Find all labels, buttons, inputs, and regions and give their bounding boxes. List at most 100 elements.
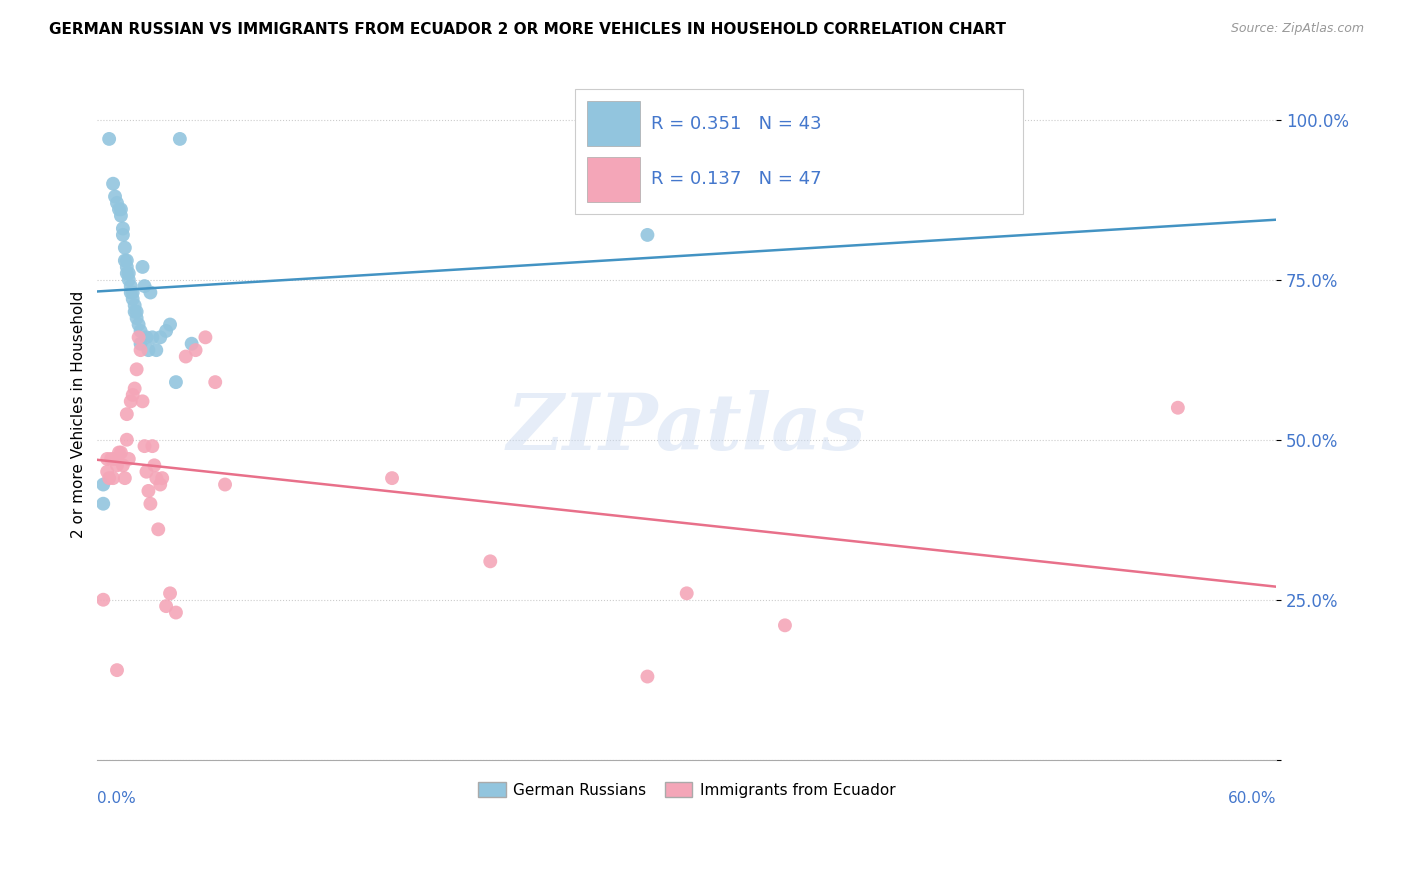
Point <box>675 586 697 600</box>
Bar <box>586 157 640 202</box>
Point <box>111 458 134 473</box>
Point <box>104 451 127 466</box>
Point <box>125 362 148 376</box>
Text: Source: ZipAtlas.com: Source: ZipAtlas.com <box>1230 22 1364 36</box>
Text: GERMAN RUSSIAN VS IMMIGRANTS FROM ECUADOR 2 OR MORE VEHICLES IN HOUSEHOLD CORREL: GERMAN RUSSIAN VS IMMIGRANTS FROM ECUADO… <box>49 22 1007 37</box>
Point <box>101 471 124 485</box>
Point <box>479 554 502 568</box>
Point <box>135 465 157 479</box>
Point <box>773 618 796 632</box>
Legend: German Russians, Immigrants from Ecuador: German Russians, Immigrants from Ecuador <box>472 776 901 804</box>
Point <box>115 253 138 268</box>
Point <box>145 343 167 358</box>
Point <box>129 324 152 338</box>
Point <box>135 330 157 344</box>
Point <box>174 350 197 364</box>
Point <box>111 221 134 235</box>
Point <box>165 375 187 389</box>
Point <box>110 445 132 459</box>
Point <box>114 241 136 255</box>
Point <box>141 439 163 453</box>
Point <box>145 471 167 485</box>
Point <box>104 189 127 203</box>
Point <box>91 477 114 491</box>
Point <box>169 132 191 146</box>
Point <box>105 195 128 210</box>
Text: ZIPatlas: ZIPatlas <box>508 390 866 467</box>
Point <box>91 592 114 607</box>
Point <box>159 586 181 600</box>
Point <box>636 669 658 683</box>
Point <box>115 407 138 421</box>
Point <box>124 304 146 318</box>
Point <box>134 439 156 453</box>
Point <box>131 260 153 274</box>
Point <box>120 279 142 293</box>
Text: 60.0%: 60.0% <box>1227 791 1277 805</box>
Point <box>129 336 152 351</box>
Point <box>1167 401 1189 415</box>
Point <box>110 209 132 223</box>
Bar <box>575 89 1022 214</box>
Point <box>129 343 152 358</box>
Point <box>184 343 207 358</box>
Point <box>131 394 153 409</box>
Point <box>134 279 156 293</box>
Point <box>98 132 121 146</box>
Text: R = 0.351   N = 43: R = 0.351 N = 43 <box>651 115 823 133</box>
Point <box>143 458 166 473</box>
Point <box>96 451 118 466</box>
Point <box>149 330 172 344</box>
Point <box>138 343 160 358</box>
Point <box>139 285 162 300</box>
Point <box>114 471 136 485</box>
Point <box>194 330 217 344</box>
Point <box>101 177 124 191</box>
Point <box>128 330 150 344</box>
Point <box>100 451 122 466</box>
Point <box>96 465 118 479</box>
Point <box>120 285 142 300</box>
Point <box>105 663 128 677</box>
Point <box>108 445 131 459</box>
Point <box>118 451 141 466</box>
Y-axis label: 2 or more Vehicles in Household: 2 or more Vehicles in Household <box>72 291 86 538</box>
Point <box>115 260 138 274</box>
Point <box>98 471 121 485</box>
Point <box>121 292 143 306</box>
Point <box>124 298 146 312</box>
Point <box>118 266 141 280</box>
Point <box>149 477 172 491</box>
Point <box>141 330 163 344</box>
Point <box>155 324 177 338</box>
Point <box>138 483 160 498</box>
Point <box>118 273 141 287</box>
Point <box>165 606 187 620</box>
Point <box>148 522 170 536</box>
Point <box>180 336 202 351</box>
Text: R = 0.137   N = 47: R = 0.137 N = 47 <box>651 170 823 188</box>
Point <box>115 266 138 280</box>
Bar <box>586 102 640 146</box>
Point <box>381 471 404 485</box>
Point <box>214 477 236 491</box>
Point <box>110 202 132 217</box>
Point <box>155 599 177 614</box>
Point <box>159 318 181 332</box>
Point <box>125 311 148 326</box>
Point <box>108 202 131 217</box>
Point <box>124 382 146 396</box>
Point <box>125 304 148 318</box>
Point <box>150 471 173 485</box>
Point <box>139 497 162 511</box>
Point <box>105 458 128 473</box>
Point <box>111 227 134 242</box>
Point <box>115 433 138 447</box>
Point <box>128 318 150 332</box>
Text: 0.0%: 0.0% <box>97 791 136 805</box>
Point <box>204 375 226 389</box>
Point <box>91 497 114 511</box>
Point <box>121 285 143 300</box>
Point <box>121 388 143 402</box>
Point <box>120 394 142 409</box>
